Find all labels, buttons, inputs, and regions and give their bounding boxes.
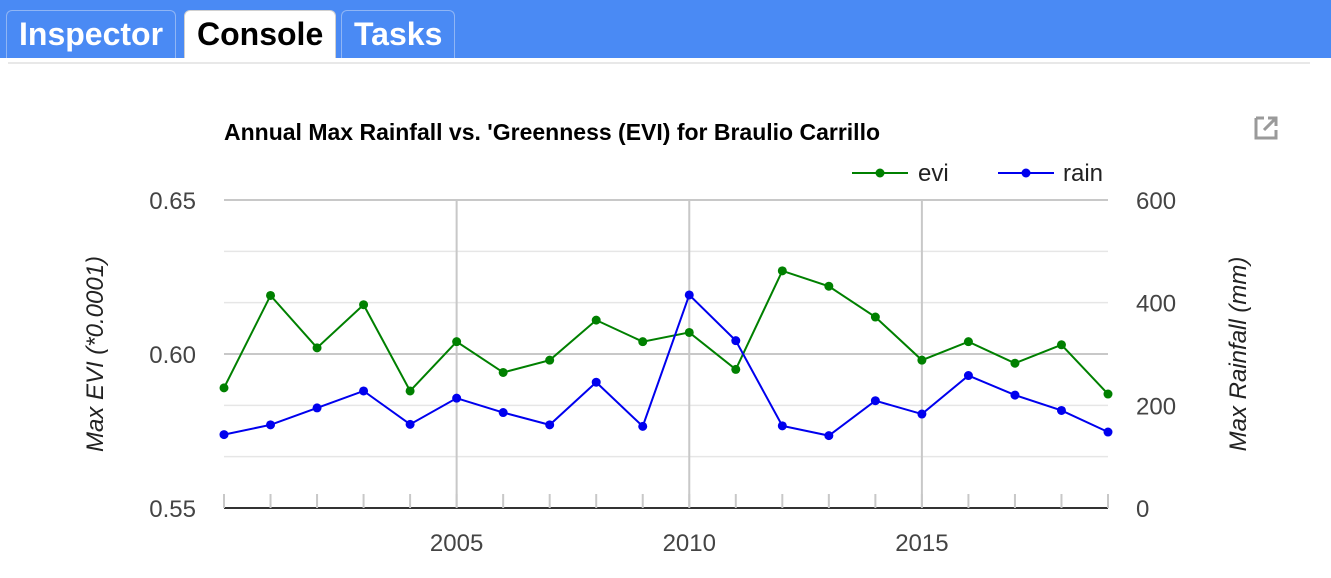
tab-inspector[interactable]: Inspector	[6, 10, 177, 58]
tab-bar: Inspector Console Tasks	[0, 0, 1331, 58]
tab-tasks[interactable]: Tasks	[341, 10, 456, 58]
console-output	[0, 66, 1331, 578]
tab-console[interactable]: Console	[184, 10, 337, 58]
open-in-new-window-icon[interactable]	[1250, 112, 1282, 144]
console-divider	[8, 62, 1310, 64]
